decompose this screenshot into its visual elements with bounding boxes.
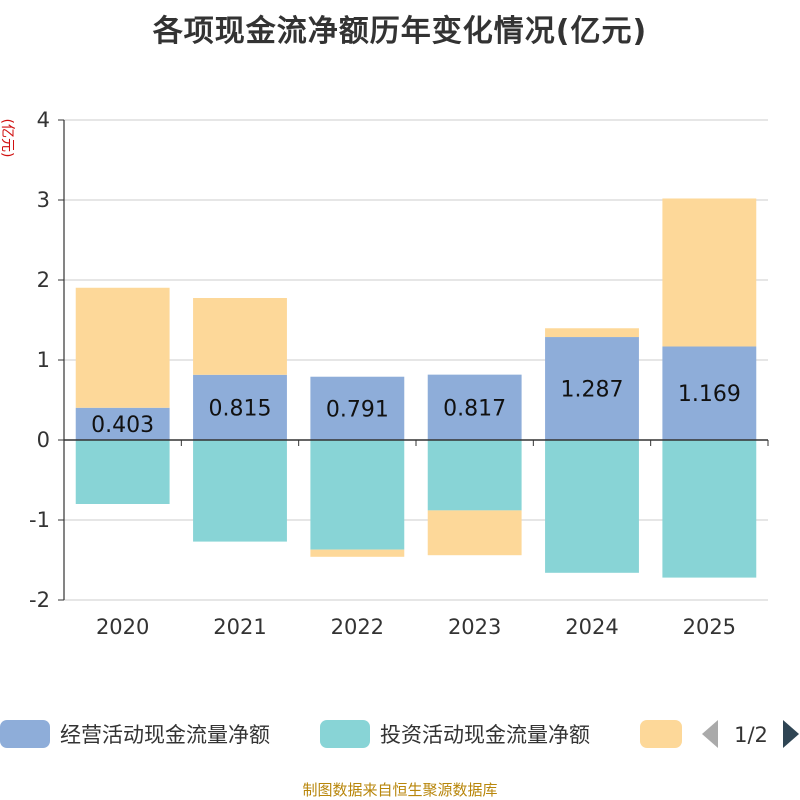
label-layer: 0.403 0.815 0.791 0.817 1.287 1.169 [91, 378, 741, 438]
data-label-2024: 1.287 [561, 378, 624, 403]
chart-title: 各项现金流净额历年变化情况(亿元) [152, 14, 648, 49]
x-tick-label: 2022 [331, 615, 384, 639]
y-tick-label: 3 [37, 188, 50, 212]
legend: 经营活动现金流量净额 投资活动现金流量净额 1/2 [0, 720, 799, 748]
bar-layer [75, 198, 757, 578]
x-tick-label: 2023 [448, 615, 501, 639]
axis-layer: -2 -1 0 1 2 3 4 2020 2021 2022 2023 2024 2025 [29, 108, 769, 639]
legend-swatch-2[interactable] [640, 720, 682, 748]
bar-2020-series-0 [75, 407, 170, 440]
bar-2023-series-1 [427, 440, 522, 511]
bar-2022-series-2 [310, 549, 405, 557]
bar-2020-series-2 [75, 287, 170, 408]
data-label-2020: 0.403 [91, 413, 154, 438]
bar-2024-series-1 [545, 440, 639, 573]
bar-2020-series-1 [75, 440, 170, 504]
y-tick-label: -1 [29, 508, 50, 532]
y-tick-label: 4 [37, 108, 50, 132]
y-tick-label: 2 [37, 268, 50, 292]
x-tick-label: 2025 [683, 615, 736, 639]
legend-prev-page-icon[interactable] [702, 720, 718, 748]
x-tick-label: 2020 [96, 615, 149, 639]
legend-next-page-icon[interactable] [783, 720, 799, 748]
y-tick-label: 1 [37, 348, 50, 372]
bar-2024-series-2 [545, 328, 639, 338]
data-label-2023: 0.817 [443, 396, 506, 421]
bar-2025-series-1 [662, 440, 757, 578]
x-tick-label: 2021 [213, 615, 266, 639]
legend-swatch-1[interactable] [320, 720, 370, 748]
legend-label-1[interactable]: 投资活动现金流量净额 [380, 723, 590, 747]
bar-2021-series-0 [193, 374, 287, 440]
legend-label-0[interactable]: 经营活动现金流量净额 [60, 723, 270, 747]
bar-2024-series-0 [545, 337, 639, 440]
bar-2023-series-0 [427, 374, 522, 440]
bar-2025-series-2 [662, 198, 757, 347]
bar-2022-series-1 [310, 440, 405, 550]
bar-2023-series-2 [427, 510, 522, 556]
data-label-2025: 1.169 [678, 382, 741, 407]
legend-swatch-0[interactable] [0, 720, 50, 748]
bar-2021-series-1 [193, 440, 287, 542]
x-tick-label: 2024 [565, 615, 618, 639]
bar-2022-series-0 [310, 376, 405, 440]
source-note: 制图数据来自恒生聚源数据库 [302, 781, 498, 799]
bar-2021-series-2 [193, 298, 287, 375]
y-tick-label: -2 [29, 588, 50, 612]
y-tick-label: 0 [37, 428, 50, 452]
data-label-2021: 0.815 [209, 396, 272, 421]
bar-2025-series-0 [662, 346, 757, 440]
legend-page-indicator: 1/2 [734, 723, 768, 747]
grid-layer [64, 119, 768, 601]
data-label-2022: 0.791 [326, 397, 389, 422]
